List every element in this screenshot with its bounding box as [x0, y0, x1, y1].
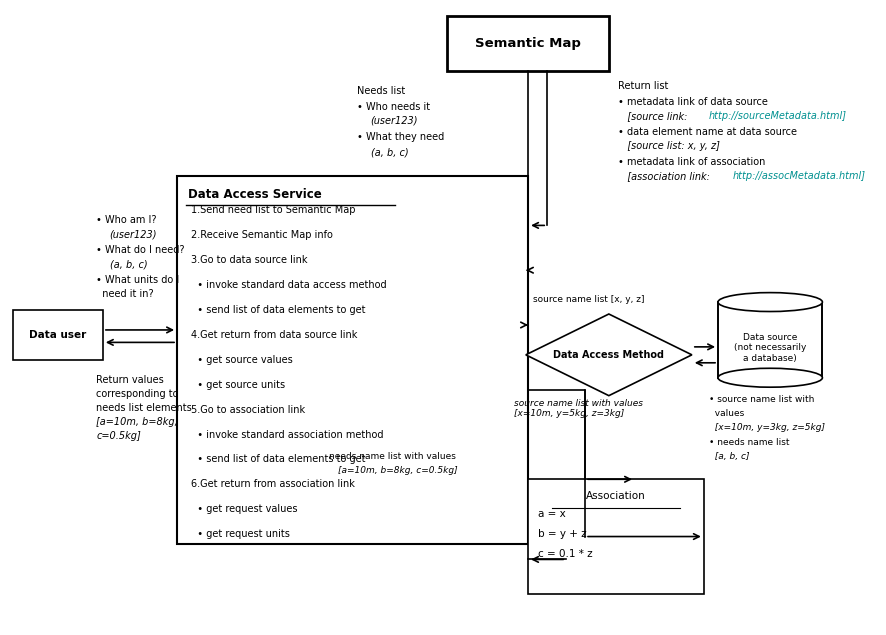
Text: (user123): (user123) [370, 116, 417, 126]
Text: 6.Get return from association link: 6.Get return from association link [191, 479, 354, 490]
Text: • get source values: • get source values [191, 355, 292, 365]
Text: b = y + z: b = y + z [537, 529, 586, 539]
Text: • invoke standard association method: • invoke standard association method [191, 429, 384, 439]
Text: Association: Association [586, 491, 645, 501]
Text: Data Access Method: Data Access Method [553, 350, 664, 360]
Text: 2.Receive Semantic Map info: 2.Receive Semantic Map info [191, 231, 333, 241]
Text: • send list of data elements to get: • send list of data elements to get [191, 455, 365, 464]
Bar [177, 176, 527, 544]
Text: (user123): (user123) [110, 229, 157, 239]
Text: corresponding to: corresponding to [97, 389, 179, 399]
Text: [a=10m, b=8kg, c=0.5kg]: [a=10m, b=8kg, c=0.5kg] [338, 466, 457, 476]
Text: (a, b, c): (a, b, c) [110, 259, 147, 269]
Text: 4.Get return from data source link: 4.Get return from data source link [191, 330, 357, 340]
Text: Data source
(not necessarily
a database): Data source (not necessarily a database) [734, 333, 805, 363]
Text: Data user: Data user [29, 330, 87, 340]
Text: needs name list with values: needs name list with values [329, 452, 455, 462]
Text: • get request values: • get request values [191, 504, 298, 514]
Text: (a, b, c): (a, b, c) [370, 148, 408, 157]
Text: Needs list: Needs list [357, 86, 405, 96]
Text: a = x: a = x [537, 509, 564, 519]
Text: http://assocMetadata.html]: http://assocMetadata.html] [732, 171, 864, 180]
Text: values: values [708, 408, 743, 418]
Text: Return values: Return values [97, 375, 164, 385]
Text: • get source units: • get source units [191, 380, 285, 390]
Text: • source name list with: • source name list with [708, 395, 813, 404]
Text: Return list: Return list [618, 81, 668, 91]
Bar [12, 310, 103, 360]
Text: source name list with values
[x=10m, y=5kg, z=3kg]: source name list with values [x=10m, y=5… [513, 399, 642, 418]
Text: [x=10m, y=3kg, z=5kg]: [x=10m, y=3kg, z=5kg] [708, 422, 824, 432]
Text: • metadata link of data source: • metadata link of data source [618, 97, 767, 107]
Text: c = 0.1 * z: c = 0.1 * z [537, 549, 592, 559]
Text: c=0.5kg]: c=0.5kg] [97, 431, 141, 441]
Text: • Who am I?: • Who am I? [97, 215, 157, 225]
Text: 5.Go to association link: 5.Go to association link [191, 404, 305, 415]
Text: • Who needs it: • Who needs it [357, 102, 430, 112]
Bar [527, 479, 703, 594]
Text: Data Access Service: Data Access Service [188, 187, 322, 201]
Text: • What do I need?: • What do I need? [97, 245, 184, 255]
Text: • data element name at data source: • data element name at data source [618, 127, 797, 137]
Text: • invoke standard data access method: • invoke standard data access method [191, 280, 386, 290]
Bar [447, 17, 608, 71]
Text: • needs name list: • needs name list [708, 439, 789, 448]
Text: [association link:: [association link: [618, 171, 712, 180]
Text: • metadata link of association: • metadata link of association [618, 157, 765, 167]
Text: 1.Send need list to Semantic Map: 1.Send need list to Semantic Map [191, 206, 355, 215]
Text: • get request units: • get request units [191, 529, 290, 539]
Text: need it in?: need it in? [97, 289, 154, 299]
Text: [source link:: [source link: [618, 111, 690, 121]
Ellipse shape [717, 293, 821, 312]
Text: [source list: x, y, z]: [source list: x, y, z] [618, 141, 719, 150]
Text: [a=10m, b=8kg,: [a=10m, b=8kg, [97, 417, 178, 427]
Ellipse shape [717, 368, 821, 387]
Bar [717, 302, 821, 378]
Text: [a, b, c]: [a, b, c] [708, 452, 748, 462]
Text: 3.Go to data source link: 3.Go to data source link [191, 255, 307, 265]
Polygon shape [525, 314, 691, 396]
Text: Semantic Map: Semantic Map [475, 37, 580, 50]
Text: http://sourceMetadata.html]: http://sourceMetadata.html] [708, 111, 845, 121]
Text: • What units do I: • What units do I [97, 275, 179, 285]
Text: source name list [x, y, z]: source name list [x, y, z] [532, 295, 644, 304]
Text: needs list elements: needs list elements [97, 403, 192, 413]
Text: • What they need: • What they need [357, 132, 444, 142]
Text: • send list of data elements to get: • send list of data elements to get [191, 305, 365, 315]
